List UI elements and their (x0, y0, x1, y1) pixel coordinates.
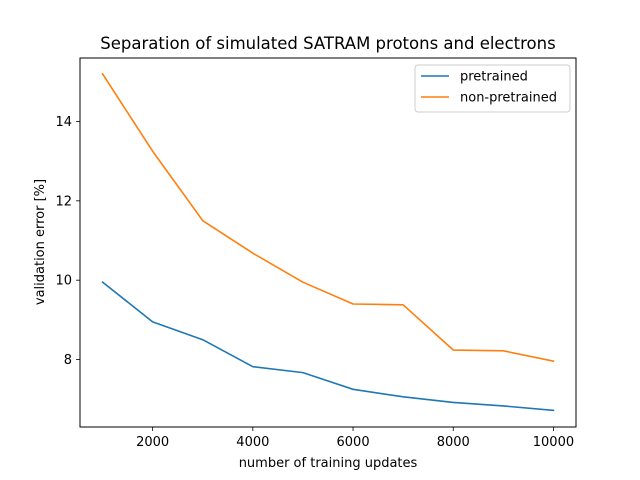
y-tick-label: 10 (55, 274, 72, 289)
legend: pretrained non-pretrained (414, 64, 571, 113)
y-axis-ticks: 8 10 12 14 (55, 115, 80, 368)
plot-area-frame (79, 57, 577, 428)
chart-title: Separation of simulated SATRAM protons a… (100, 34, 555, 53)
x-tick-label: 6000 (337, 435, 370, 450)
legend-frame (414, 64, 571, 113)
y-axis-label: validation error [%] (33, 179, 48, 305)
series-line-pretrained (101, 281, 555, 412)
x-tick-label: 4000 (236, 435, 269, 450)
x-tick-label: 8000 (437, 435, 470, 450)
y-tick-label: 14 (55, 115, 72, 130)
x-tick-label: 2000 (136, 435, 169, 450)
y-tick-label: 12 (55, 194, 72, 209)
x-axis-ticks: 2000 4000 6000 8000 10000 (136, 427, 574, 450)
legend-label-pretrained: pretrained (460, 70, 528, 85)
y-tick-label: 8 (64, 353, 72, 368)
series-line-non-pretrained (101, 72, 555, 363)
x-tick-label: 10000 (533, 435, 574, 450)
x-axis-label: number of training updates (239, 456, 418, 471)
legend-label-non-pretrained: non-pretrained (460, 91, 557, 106)
series-layer (101, 72, 555, 412)
